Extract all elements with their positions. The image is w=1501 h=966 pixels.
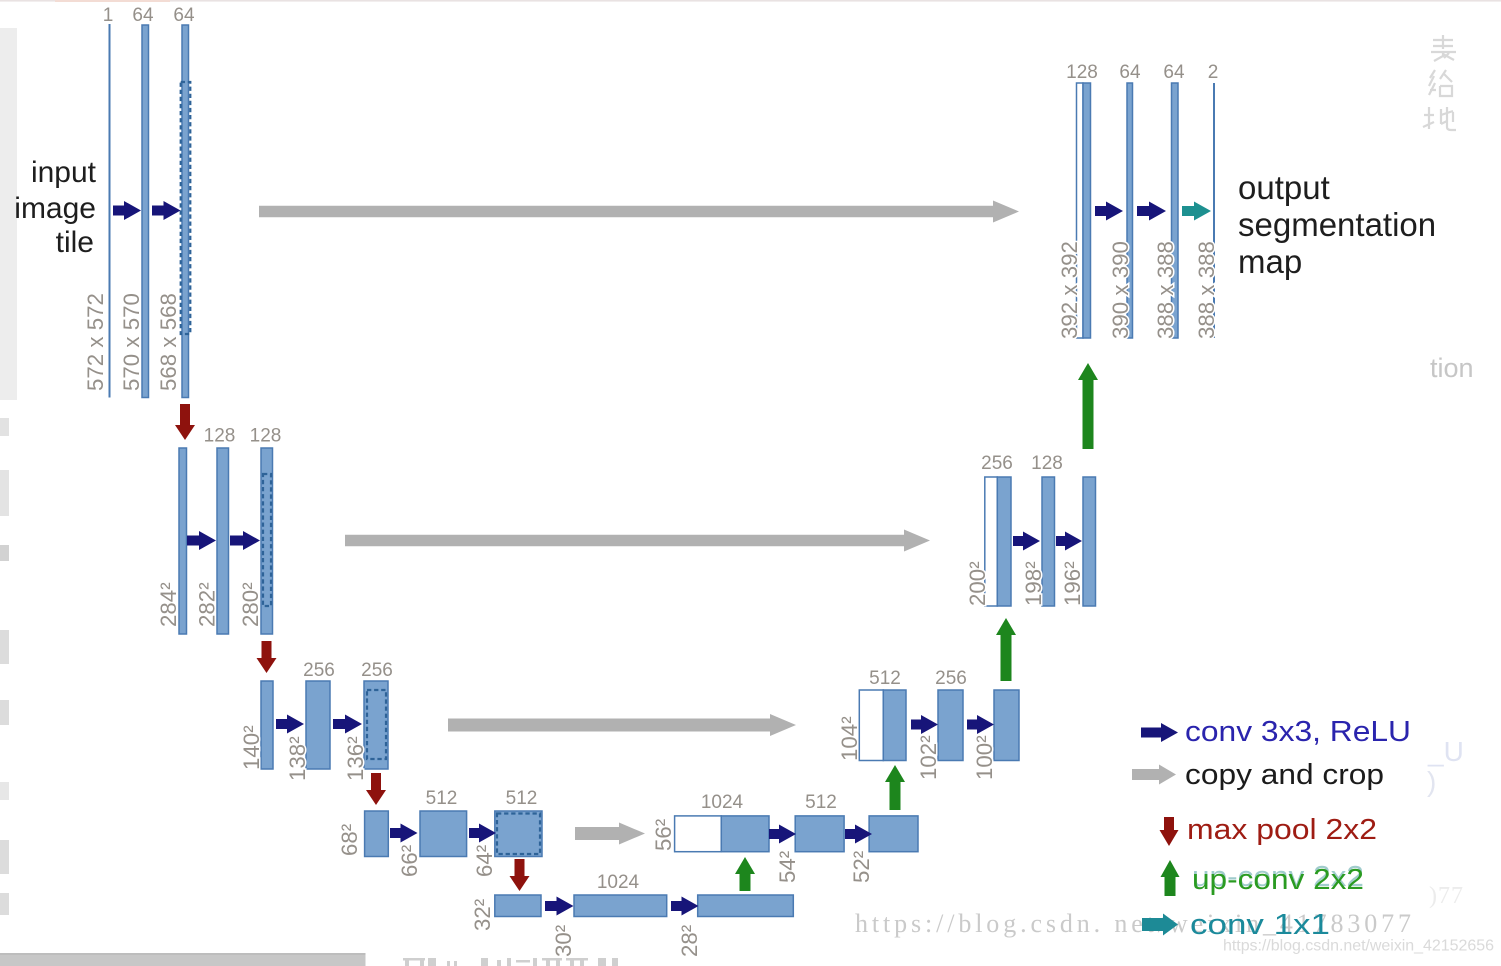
svg-text:512: 512 (426, 788, 458, 809)
svg-text:104²: 104² (837, 716, 862, 761)
svg-text:388 x 388: 388 x 388 (1194, 241, 1219, 339)
svg-text:28²: 28² (677, 925, 702, 957)
svg-text:1024: 1024 (597, 872, 640, 893)
svg-text:128: 128 (204, 426, 236, 447)
svg-text:200²: 200² (965, 561, 990, 606)
svg-text:568 x 568: 568 x 568 (156, 293, 181, 391)
svg-text:max pool 2x2: max pool 2x2 (1187, 814, 1377, 846)
svg-text:up-conv 2x2: up-conv 2x2 (1192, 864, 1364, 896)
svg-text:388 x 388: 388 x 388 (1153, 241, 1178, 339)
svg-text:image: image (14, 192, 96, 225)
svg-text:2: 2 (1208, 62, 1219, 83)
svg-text:56²: 56² (651, 819, 676, 851)
svg-text:512: 512 (869, 668, 901, 689)
svg-text:256: 256 (935, 668, 967, 689)
svg-text:136²: 136² (343, 736, 368, 781)
svg-text:66²: 66² (397, 845, 422, 877)
svg-text:128: 128 (1066, 62, 1098, 83)
svg-text:196²: 196² (1060, 561, 1085, 606)
svg-text:https://blog.csdn.net/weixin_4: https://blog.csdn.net/weixin_42152656 (1223, 938, 1494, 955)
svg-text:102²: 102² (916, 735, 941, 780)
svg-text:282²: 282² (195, 582, 220, 627)
svg-text:_U: _U (1427, 736, 1464, 767)
svg-text:512: 512 (506, 788, 538, 809)
svg-text:256: 256 (981, 453, 1013, 474)
svg-text:tile: tile (56, 226, 94, 259)
svg-text:output: output (1238, 169, 1330, 206)
svg-text:tion: tion (1430, 353, 1474, 383)
svg-text:)77: )77 (1429, 883, 1464, 909)
svg-text:128: 128 (1031, 453, 1063, 474)
svg-text:512: 512 (805, 792, 837, 813)
svg-text:256: 256 (303, 660, 335, 681)
svg-text:up-conv 2x2: up-conv 2x2 (1192, 861, 1364, 893)
svg-text:68²: 68² (337, 824, 362, 856)
svg-text:284²: 284² (156, 582, 181, 627)
svg-text:572 x 572: 572 x 572 (83, 293, 108, 391)
svg-text:64: 64 (1119, 62, 1141, 83)
svg-text:140²: 140² (239, 725, 264, 770)
svg-text:conv 1x1: conv 1x1 (1190, 909, 1330, 941)
svg-text:1: 1 (103, 5, 114, 26)
svg-text:54²: 54² (775, 851, 800, 883)
svg-text:1024: 1024 (701, 792, 744, 813)
svg-text:256: 256 (361, 660, 393, 681)
svg-text:64: 64 (132, 5, 154, 26)
svg-text:392 x 392: 392 x 392 (1057, 241, 1082, 339)
svg-text:138²: 138² (285, 736, 310, 781)
svg-text:32²: 32² (470, 899, 495, 931)
svg-text:64: 64 (173, 5, 195, 26)
svg-text:copy and crop: copy and crop (1185, 759, 1384, 791)
svg-text:input: input (31, 156, 97, 189)
svg-text:52²: 52² (849, 851, 874, 883)
svg-text:conv 3x3, ReLU: conv 3x3, ReLU (1185, 716, 1411, 748)
svg-text:570 x 570: 570 x 570 (119, 293, 144, 391)
svg-text:198²: 198² (1021, 561, 1046, 606)
svg-text:https://blog.csdn. net/weixin_: https://blog.csdn. net/weixin_41783077 (855, 909, 1411, 938)
svg-text:128: 128 (250, 426, 282, 447)
svg-text:64²: 64² (472, 845, 497, 877)
svg-text:280²: 280² (238, 582, 263, 627)
svg-text:100²: 100² (972, 735, 997, 780)
svg-text:): ) (1427, 766, 1436, 797)
svg-text:64: 64 (1163, 62, 1185, 83)
svg-text:segmentation: segmentation (1238, 206, 1436, 243)
svg-text:390 x 390: 390 x 390 (1108, 241, 1133, 339)
svg-text:map: map (1238, 243, 1302, 280)
svg-text:30²: 30² (551, 925, 576, 957)
